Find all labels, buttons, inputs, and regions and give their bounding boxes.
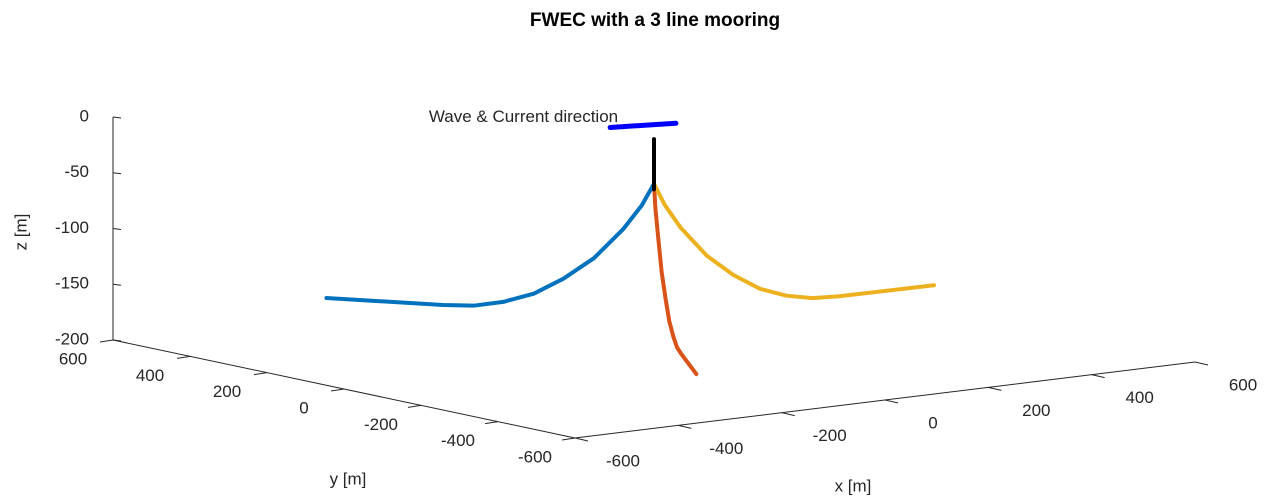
y-tick <box>484 421 499 425</box>
y-tick <box>330 388 345 392</box>
z-axis-label: z [m] <box>11 214 30 251</box>
y-tick-label: 600 <box>59 349 87 368</box>
chart-title: FWEC with a 3 line mooring <box>530 10 780 31</box>
y-tick-label: 200 <box>213 382 241 401</box>
z-tick <box>112 228 122 230</box>
mooring-line <box>652 181 699 377</box>
x-tick <box>1091 374 1105 379</box>
y-tick-label: 400 <box>136 366 164 385</box>
z-tick-label: -200 <box>55 329 89 348</box>
z-tick-label: -100 <box>55 218 89 237</box>
x-tick <box>884 399 899 404</box>
y-axis-label: y [m] <box>330 469 367 488</box>
x-tick-label: 600 <box>1229 375 1257 394</box>
z-tick <box>112 283 122 286</box>
y-tick <box>561 437 576 441</box>
x-tick-label: 400 <box>1125 388 1153 407</box>
y-tick-label: -200 <box>364 415 398 434</box>
x-tick <box>1194 361 1209 366</box>
y-tick <box>253 372 268 376</box>
x-tick <box>574 437 589 442</box>
x-tick-label: 0 <box>928 413 937 432</box>
x-tick <box>678 424 692 429</box>
x-tick <box>781 412 795 417</box>
y-tick-label: -400 <box>441 431 475 450</box>
x-axis-label: x [m] <box>835 476 872 495</box>
x-tick <box>988 386 1002 391</box>
y-tick <box>99 339 114 343</box>
x-tick-label: -600 <box>606 451 640 470</box>
x-tick-label: -200 <box>813 426 847 445</box>
x-tick-label: -400 <box>709 439 743 458</box>
mooring-line <box>324 181 656 308</box>
y-tick <box>407 404 422 408</box>
z-tick <box>112 172 122 175</box>
z-tick-label: 0 <box>80 106 89 125</box>
z-tick <box>112 116 122 119</box>
y-tick-label: 0 <box>299 398 308 417</box>
z-tick-label: -50 <box>64 162 89 181</box>
annotation: Wave & Current direction <box>429 107 618 126</box>
y-tick <box>176 355 191 359</box>
x-tick-label: 200 <box>1022 401 1050 420</box>
y-tick-label: -600 <box>518 447 552 466</box>
z-tick-label: -150 <box>55 274 89 293</box>
direction-arrow <box>607 120 679 130</box>
mooring-line <box>652 181 936 301</box>
z-tick <box>112 339 122 342</box>
